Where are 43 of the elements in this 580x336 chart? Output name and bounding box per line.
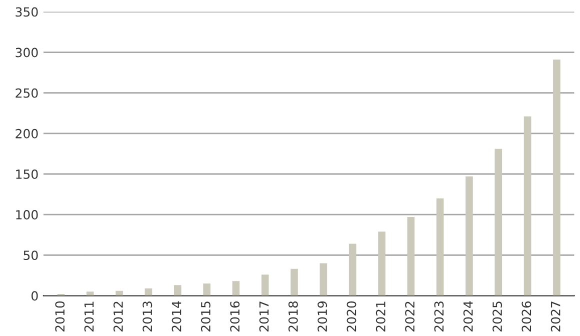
x-tick-label: 2013 [142, 302, 152, 332]
bar [436, 198, 444, 296]
x-tick-label: 2012 [113, 302, 123, 332]
x-tick-label: 2019 [318, 301, 328, 332]
x-tick-label: 2020 [346, 301, 356, 332]
x-tick-label: 2026 [522, 301, 532, 332]
bar [86, 292, 94, 296]
bar [232, 281, 240, 296]
bar [553, 60, 560, 296]
x-tick-label: 2015 [200, 302, 210, 332]
x-tick-label: 2014 [172, 301, 182, 332]
bar [174, 285, 182, 296]
x-tick-label: 2023 [434, 302, 444, 332]
bar [348, 244, 356, 296]
x-tick-label: 2016 [230, 301, 240, 332]
x-tick-label: 2024 [463, 301, 473, 332]
bar [144, 288, 152, 296]
bar [466, 176, 473, 296]
bar [203, 284, 210, 296]
bar [378, 232, 386, 296]
x-tick-label: 2021 [376, 302, 386, 332]
x-tick-label: 2027 [550, 302, 560, 332]
y-tick-label: 50 [24, 250, 38, 260]
bar [524, 116, 532, 296]
x-tick-label: 2022 [405, 302, 415, 332]
bar [320, 263, 328, 296]
y-tick-label: 300 [16, 48, 38, 58]
y-tick-label: 0 [32, 291, 38, 301]
bar [290, 268, 298, 296]
y-tick-label: 100 [16, 210, 38, 220]
y-tick-label: 250 [16, 88, 38, 98]
y-tick-label: 350 [16, 7, 38, 17]
y-tick-label: 200 [16, 128, 38, 138]
bar [407, 216, 415, 296]
x-tick-label: 2011 [84, 302, 94, 332]
bar [494, 148, 502, 296]
x-tick-label: 2010 [55, 301, 65, 332]
x-tick-label: 2025 [492, 302, 502, 332]
bar [261, 274, 269, 296]
x-tick-label: 2017 [259, 302, 269, 332]
x-tick-label: 2018 [288, 301, 298, 332]
y-tick-label: 150 [16, 169, 38, 179]
bar [116, 290, 123, 296]
